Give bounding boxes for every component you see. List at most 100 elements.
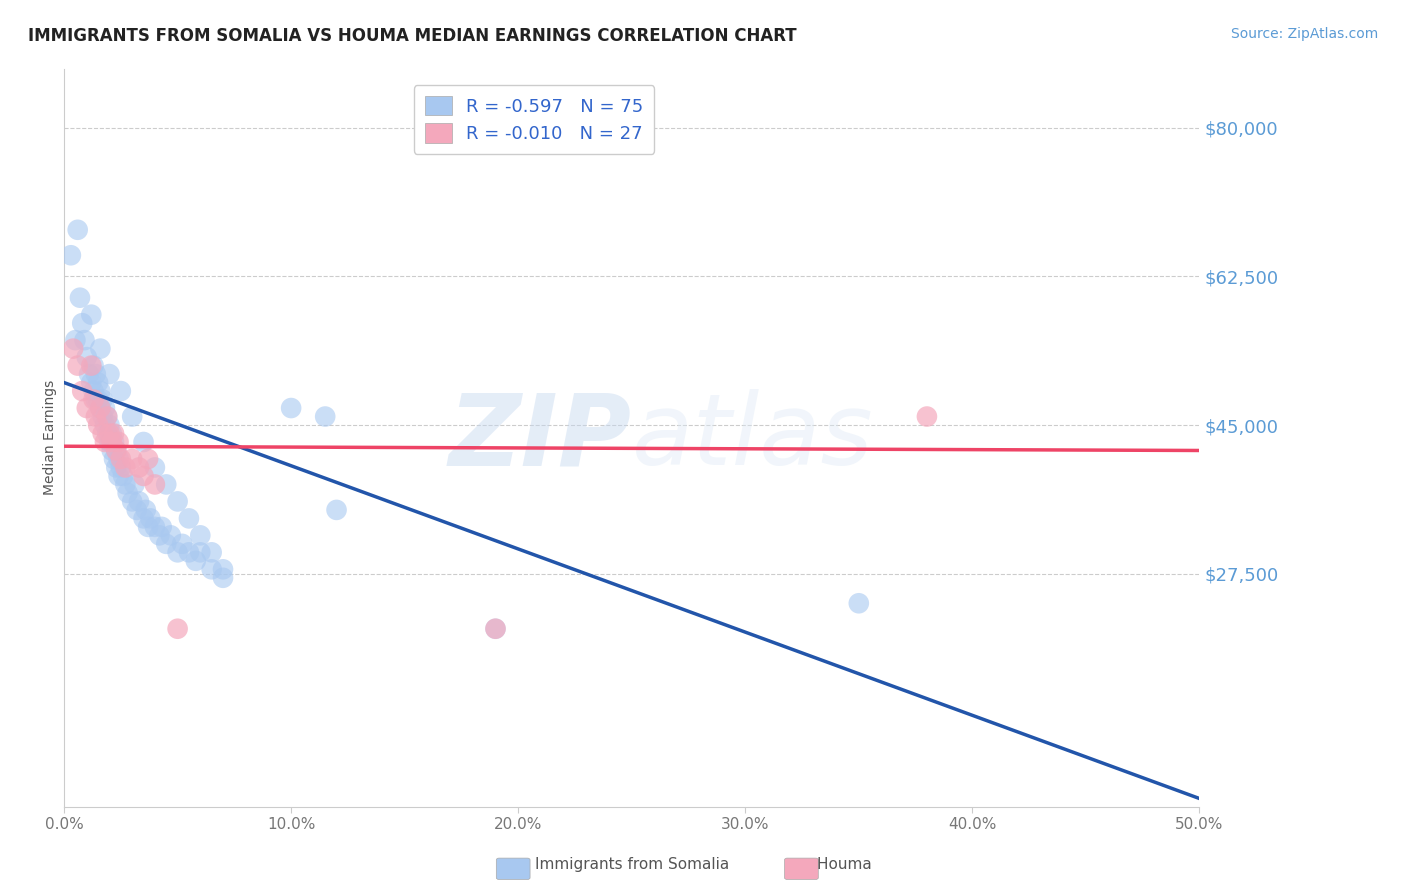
Point <box>98 426 121 441</box>
Point <box>66 359 89 373</box>
Point <box>87 376 110 390</box>
Point <box>121 494 143 508</box>
Point <box>314 409 336 424</box>
Point <box>87 392 110 407</box>
Point <box>100 443 122 458</box>
Point <box>105 443 128 458</box>
Point <box>100 435 122 450</box>
Point <box>117 486 139 500</box>
Point <box>87 417 110 432</box>
Point <box>143 460 166 475</box>
Point <box>112 469 135 483</box>
Point <box>94 401 117 415</box>
Point <box>135 503 157 517</box>
Point <box>80 376 103 390</box>
Point <box>96 426 118 441</box>
Point <box>98 417 121 432</box>
Point <box>84 392 107 407</box>
Point <box>143 520 166 534</box>
Point <box>155 477 177 491</box>
Point <box>76 401 98 415</box>
Point <box>128 460 150 475</box>
Point <box>76 350 98 364</box>
Point <box>96 409 118 424</box>
Point <box>107 435 129 450</box>
Point <box>107 452 129 467</box>
Point <box>100 426 122 441</box>
Point <box>114 477 136 491</box>
Point <box>110 460 132 475</box>
Point <box>124 477 146 491</box>
Point <box>172 537 194 551</box>
Point <box>66 223 89 237</box>
Point <box>148 528 170 542</box>
Text: atlas: atlas <box>631 389 873 486</box>
Point <box>105 460 128 475</box>
Point <box>103 426 125 441</box>
Point <box>125 503 148 517</box>
Point <box>280 401 302 415</box>
Point <box>132 435 155 450</box>
Point <box>114 460 136 475</box>
Point <box>136 520 159 534</box>
Point <box>177 545 200 559</box>
Point <box>159 528 181 542</box>
Point <box>201 562 224 576</box>
Point <box>84 367 107 381</box>
Point <box>484 622 506 636</box>
Point <box>69 291 91 305</box>
Point <box>80 359 103 373</box>
Point <box>91 426 114 441</box>
Point <box>77 367 100 381</box>
Point <box>110 384 132 398</box>
Point <box>98 435 121 450</box>
Point <box>73 333 96 347</box>
Point <box>177 511 200 525</box>
Text: Source: ZipAtlas.com: Source: ZipAtlas.com <box>1230 27 1378 41</box>
Y-axis label: Median Earnings: Median Earnings <box>44 380 58 495</box>
Point <box>94 417 117 432</box>
Point <box>83 392 105 407</box>
Text: ZIP: ZIP <box>449 389 631 486</box>
Point <box>132 511 155 525</box>
Point <box>89 401 111 415</box>
Point <box>62 342 84 356</box>
Point <box>915 409 938 424</box>
Point <box>94 435 117 450</box>
Legend: R = -0.597   N = 75, R = -0.010   N = 27: R = -0.597 N = 75, R = -0.010 N = 27 <box>413 85 654 153</box>
Point <box>139 511 162 525</box>
Point <box>83 359 105 373</box>
Point <box>89 384 111 398</box>
Text: Immigrants from Somalia                  Houma: Immigrants from Somalia Houma <box>534 857 872 872</box>
Point <box>70 384 93 398</box>
Point <box>848 596 870 610</box>
Point <box>59 248 82 262</box>
Point <box>83 384 105 398</box>
Point <box>89 342 111 356</box>
Point <box>70 316 93 330</box>
Point <box>121 409 143 424</box>
Point <box>65 333 87 347</box>
Point <box>128 494 150 508</box>
Point <box>150 520 173 534</box>
Point <box>84 409 107 424</box>
Point <box>91 409 114 424</box>
Point <box>110 452 132 467</box>
Point <box>212 562 235 576</box>
Point <box>103 435 125 450</box>
Point <box>325 503 347 517</box>
Point <box>105 443 128 458</box>
Point <box>136 452 159 467</box>
Point <box>80 308 103 322</box>
Point <box>91 392 114 407</box>
Point <box>212 571 235 585</box>
Point <box>107 469 129 483</box>
Point <box>96 409 118 424</box>
Point <box>121 452 143 467</box>
Point <box>155 537 177 551</box>
Point <box>484 622 506 636</box>
Point <box>184 554 207 568</box>
Point <box>201 545 224 559</box>
Point <box>166 622 188 636</box>
Point <box>98 367 121 381</box>
